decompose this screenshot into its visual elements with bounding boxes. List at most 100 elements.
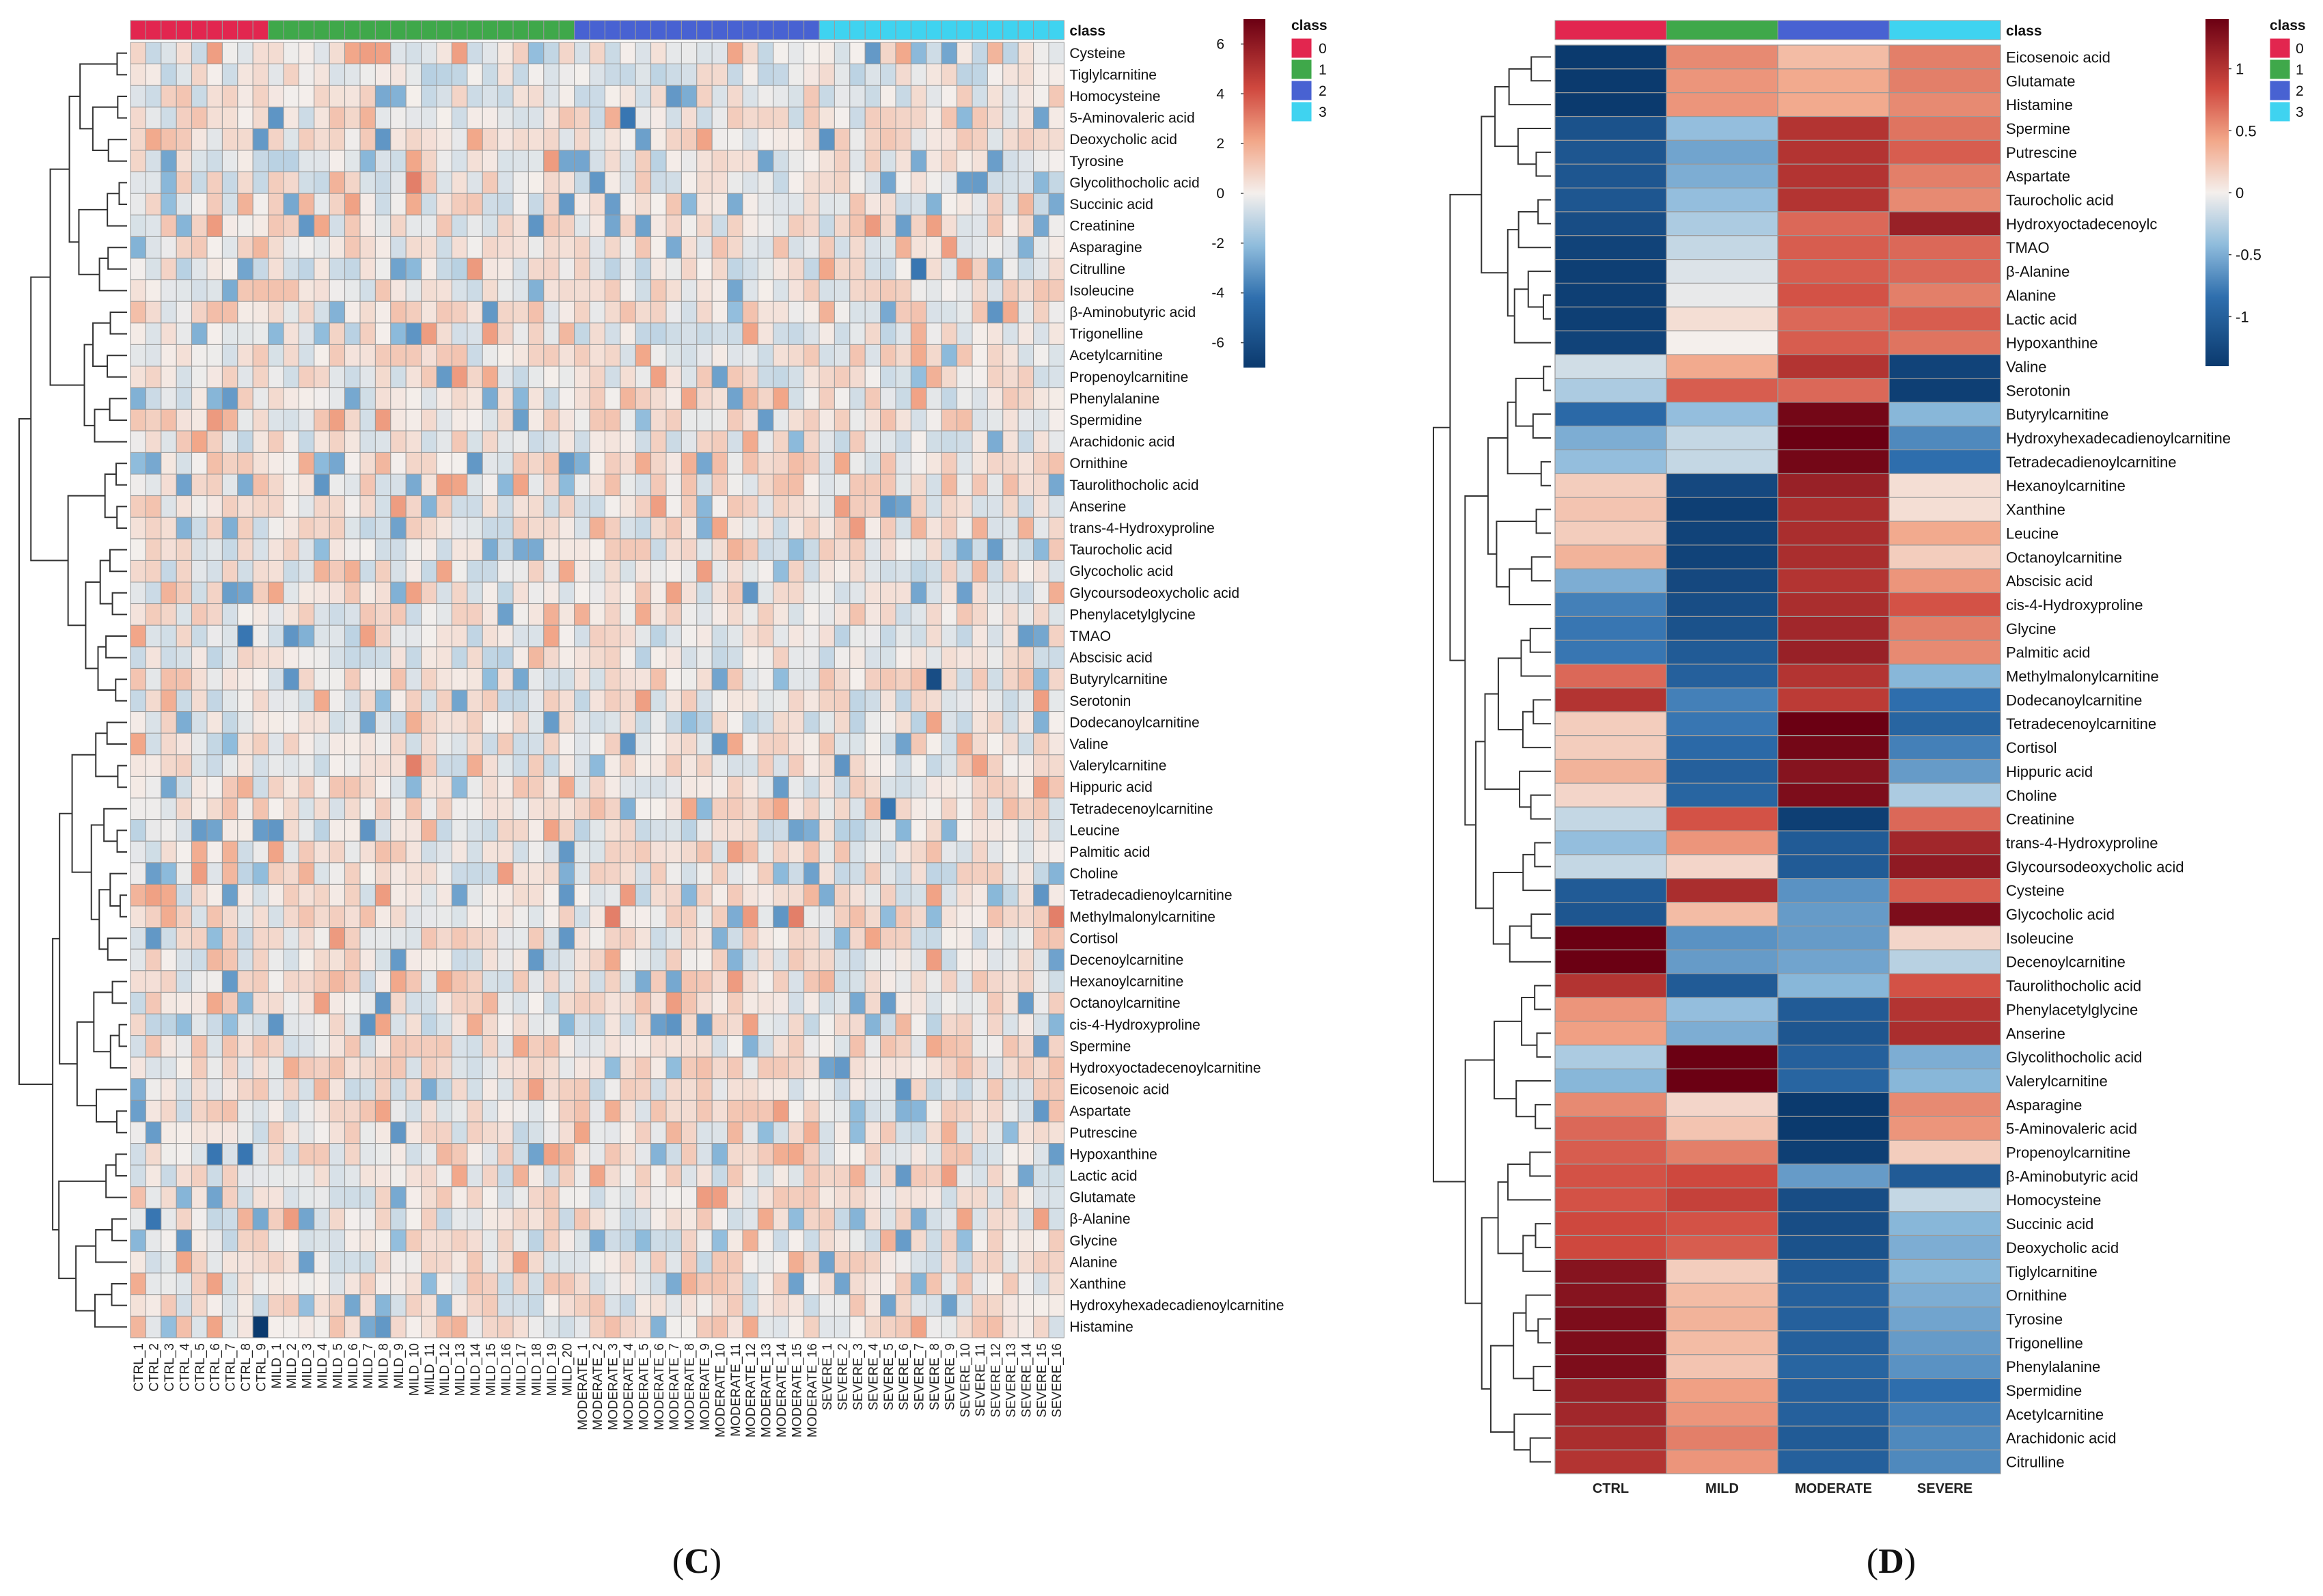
heatmap-cell	[437, 604, 452, 626]
heatmap-cell	[957, 1165, 972, 1187]
heatmap-cell	[146, 301, 161, 323]
heatmap-cell	[834, 64, 849, 86]
heatmap-cell	[559, 85, 574, 107]
heatmap-cell	[926, 517, 941, 539]
heatmap-cell	[284, 1144, 299, 1166]
class-bar-cell	[834, 20, 849, 40]
heatmap-cell	[788, 992, 803, 1014]
legend-title: class	[2270, 18, 2306, 33]
heatmap-cell	[987, 1273, 1002, 1295]
heatmap-cell	[207, 42, 222, 64]
heatmap-cell	[544, 1273, 559, 1295]
heatmap-cell	[819, 582, 834, 604]
class-bar-cell	[422, 20, 437, 40]
heatmap-cell	[926, 992, 941, 1014]
heatmap-cell	[528, 949, 543, 971]
heatmap-cell	[651, 690, 666, 712]
heatmap-cell	[911, 668, 926, 690]
heatmap-cell	[161, 1057, 176, 1079]
heatmap-cell	[666, 992, 681, 1014]
heatmap-cell	[1034, 1057, 1049, 1079]
heatmap-cell	[881, 172, 896, 194]
heatmap-cell	[651, 1057, 666, 1079]
heatmap-cell	[896, 1252, 911, 1274]
heatmap-cell	[743, 344, 758, 366]
heatmap-cell	[1889, 640, 2001, 664]
heatmap-cell	[452, 1122, 467, 1144]
heatmap-cell	[375, 280, 390, 302]
row-label-deoxycholic-acid: Deoxycholic acid	[2006, 1239, 2119, 1256]
heatmap-cell	[788, 258, 803, 280]
heatmap-cell	[712, 1036, 727, 1058]
heatmap-cell	[819, 258, 834, 280]
heatmap-cell	[819, 85, 834, 107]
row-dendrogram-branch	[80, 64, 117, 129]
heatmap-cell	[467, 1122, 482, 1144]
heatmap-cell	[452, 992, 467, 1014]
heatmap-cell	[130, 1144, 146, 1166]
heatmap-cell	[758, 1165, 773, 1187]
heatmap-cell	[881, 668, 896, 690]
row-label-spermine: Spermine	[2006, 120, 2070, 137]
row-dendrogram-branch	[92, 825, 104, 920]
heatmap-cell	[329, 755, 344, 777]
row-dendrogram-branch	[1519, 212, 1551, 247]
heatmap-cell	[253, 236, 268, 258]
heatmap-cell	[635, 949, 650, 971]
heatmap-cell	[804, 128, 819, 150]
heatmap-cell	[422, 539, 437, 561]
heatmap-cell	[559, 236, 574, 258]
row-label-tmao: TMAO	[2006, 239, 2050, 256]
heatmap-cell	[788, 668, 803, 690]
heatmap-cell	[605, 712, 620, 734]
heatmap-cell	[1778, 1188, 1889, 1212]
heatmap-cell	[605, 64, 620, 86]
heatmap-cell	[467, 323, 482, 345]
heatmap-cell	[253, 712, 268, 734]
heatmap-cell	[422, 280, 437, 302]
row-label-asparagine: Asparagine	[1069, 240, 1142, 256]
heatmap-cell	[482, 236, 497, 258]
heatmap-cell	[1666, 307, 1778, 331]
heatmap-cell	[559, 1208, 574, 1230]
heatmap-cell	[146, 1122, 161, 1144]
heatmap-cell	[437, 172, 452, 194]
heatmap-cell	[697, 647, 712, 669]
heatmap-cell	[987, 582, 1002, 604]
heatmap-cell	[651, 1144, 666, 1166]
heatmap-cell	[896, 236, 911, 258]
row-dendrogram-branch	[1523, 855, 1551, 890]
heatmap-cell	[712, 928, 727, 950]
row-dendrogram-branch	[105, 474, 118, 517]
heatmap-cell	[773, 496, 788, 518]
heatmap-cell	[788, 64, 803, 86]
heatmap-cell	[972, 1122, 987, 1144]
heatmap-cell	[926, 1079, 941, 1101]
heatmap-cell	[1049, 582, 1064, 604]
heatmap-cell	[192, 776, 207, 798]
heatmap-cell	[972, 496, 987, 518]
heatmap-cell	[513, 1295, 528, 1317]
heatmap-cell	[743, 1230, 758, 1252]
heatmap-cell	[1778, 1450, 1889, 1474]
heatmap-cell	[697, 172, 712, 194]
heatmap-cell	[1778, 497, 1889, 521]
heatmap-cell	[544, 647, 559, 669]
heatmap-cell	[865, 107, 880, 129]
heatmap-cell	[651, 1316, 666, 1338]
heatmap-cell	[666, 604, 681, 626]
heatmap-cell	[651, 215, 666, 237]
heatmap-cell	[452, 863, 467, 885]
heatmap-cell	[1049, 150, 1064, 172]
heatmap-cell	[850, 690, 865, 712]
heatmap-cell	[161, 323, 176, 345]
heatmap-cell	[697, 949, 712, 971]
heatmap-cell	[896, 431, 911, 453]
heatmap-cell	[513, 1144, 528, 1166]
column-label-ctrl-9: CTRL_9	[254, 1343, 269, 1392]
heatmap-cell	[437, 128, 452, 150]
heatmap-cell	[406, 496, 421, 518]
heatmap-cell	[238, 388, 253, 410]
heatmap-cell	[850, 1100, 865, 1122]
heatmap-cell	[941, 668, 957, 690]
